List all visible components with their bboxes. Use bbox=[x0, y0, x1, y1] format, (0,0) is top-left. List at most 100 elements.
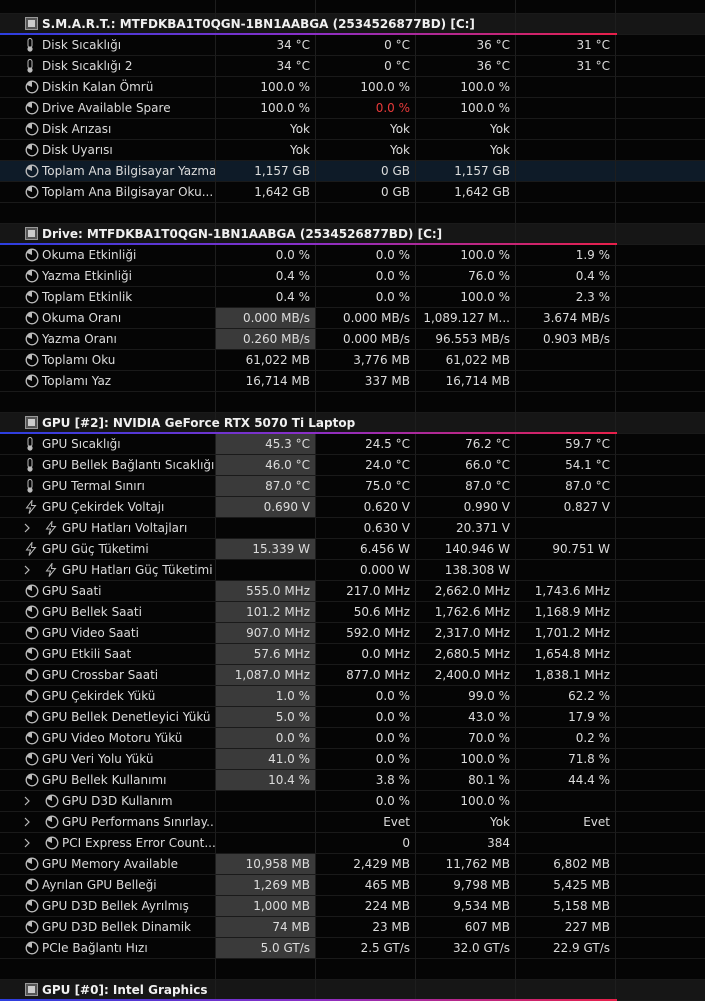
value-cell: 3.674 MB/s bbox=[516, 308, 616, 329]
sensor-name-cell: GPU Hatları Güç Tüketimi bbox=[0, 560, 216, 581]
sensor-icon bbox=[25, 185, 39, 202]
sensor-row[interactable]: GPU Çekirdek Voltajı 0.690 V 0.620 V 0.990 … bbox=[0, 497, 705, 518]
sensor-icon bbox=[25, 773, 39, 790]
sensor-row[interactable]: Disk Uyarısı Yok Yok Yok bbox=[0, 140, 705, 161]
sensor-row[interactable]: GPU Performans Sınırlay... Evet Yok Evet bbox=[0, 812, 705, 833]
sensor-name: Diskin Kalan Ömrü bbox=[42, 80, 154, 94]
sensor-row[interactable]: Disk Sıcaklığı 34 °C 0 °C 36 °C 31 °C bbox=[0, 35, 705, 56]
cell bbox=[216, 0, 316, 14]
sensor-row[interactable]: Ayrılan GPU Belleği 1,269 MB 465 MB 9,798 M… bbox=[0, 875, 705, 896]
header-line bbox=[0, 33, 617, 35]
sensor-row[interactable]: Drive Available Spare 100.0 % 0.0 % 100.0 % bbox=[0, 98, 705, 119]
sensor-icon bbox=[25, 164, 39, 181]
sensor-icon bbox=[25, 59, 35, 76]
expand-chevron[interactable] bbox=[23, 795, 31, 810]
sensor-row[interactable]: GPU Saati 555.0 MHz 217.0 MHz 2,662.0 MHz 1,… bbox=[0, 581, 705, 602]
sensor-row[interactable]: PCIe Bağlantı Hızı 5.0 GT/s 2.5 GT/s 32.0 G… bbox=[0, 938, 705, 959]
value-cell: 31 °C bbox=[516, 56, 616, 77]
sensor-row[interactable]: Toplam Ana Bilgisayar Oku... 1,642 GB 0 GB… bbox=[0, 182, 705, 203]
expand-chevron[interactable] bbox=[23, 522, 31, 537]
expand-chevron[interactable] bbox=[23, 816, 31, 831]
value-cell: 0.000 W bbox=[316, 560, 416, 581]
sensor-row[interactable]: GPU Hatları Voltajları 0.630 V 20.371 V bbox=[0, 518, 705, 539]
sensor-row[interactable]: Diskin Kalan Ömrü 100.0 % 100.0 % 100.0 % bbox=[0, 77, 705, 98]
cell bbox=[616, 224, 705, 245]
sensor-row[interactable]: GPU Çekirdek Yükü 1.0 % 0.0 % 99.0 % 62.2 % bbox=[0, 686, 705, 707]
blank-row bbox=[0, 959, 705, 980]
sensor-row[interactable]: Okuma Oranı 0.000 MB/s 0.000 MB/s 1,089.127… bbox=[0, 308, 705, 329]
sensor-row[interactable]: GPU Sıcaklığı 45.3 °C 24.5 °C 76.2 °C 59.7 °… bbox=[0, 434, 705, 455]
sensor-row[interactable]: GPU Hatları Güç Tüketimi 0.000 W 138.308 W bbox=[0, 560, 705, 581]
value-cell bbox=[216, 518, 316, 539]
cell bbox=[316, 0, 416, 14]
value-cell: 34 °C bbox=[216, 56, 316, 77]
sensor-row[interactable]: GPU Video Motoru Yükü 0.0 % 0.0 % 70.0 % 0.2… bbox=[0, 728, 705, 749]
sensor-row[interactable]: GPU D3D Bellek Ayrılmış 1,000 MB 224 MB 9,5… bbox=[0, 896, 705, 917]
cell bbox=[616, 581, 705, 602]
sensor-row[interactable]: GPU Veri Yolu Yükü 41.0 % 0.0 % 100.0 % 71.8… bbox=[0, 749, 705, 770]
sensor-row[interactable]: GPU Termal Sınırı 87.0 °C 75.0 °C 87.0 °C 87… bbox=[0, 476, 705, 497]
cell bbox=[616, 875, 705, 896]
value-cell: 16,714 MB bbox=[416, 371, 516, 392]
sensor-name: GPU Video Motoru Yükü bbox=[42, 731, 183, 745]
expand-chevron[interactable] bbox=[23, 564, 31, 579]
sensor-row[interactable]: GPU Memory Available 10,958 MB 2,429 MB 11,… bbox=[0, 854, 705, 875]
cell bbox=[616, 413, 705, 434]
sensor-row[interactable]: Yazma Oranı 0.260 MB/s 0.000 MB/s 96.553 MB… bbox=[0, 329, 705, 350]
sensor-name: GPU Bellek Kullanımı bbox=[42, 773, 167, 787]
sensor-row[interactable]: Toplamı Yaz 16,714 MB 337 MB 16,714 MB bbox=[0, 371, 705, 392]
value-cell: 96.553 MB/s bbox=[416, 329, 516, 350]
cell bbox=[616, 287, 705, 308]
sensor-row[interactable]: Okuma Etkinliği 0.0 % 0.0 % 100.0 % 1.9 % bbox=[0, 245, 705, 266]
value-cell: 0.620 V bbox=[316, 497, 416, 518]
sensor-icon bbox=[25, 731, 39, 748]
header-line bbox=[0, 243, 617, 245]
value-cell: 0.0 % bbox=[216, 728, 316, 749]
sensor-name: GPU Bellek Saati bbox=[42, 605, 142, 619]
sensor-name-cell: GPU Saati bbox=[0, 581, 216, 602]
cell bbox=[216, 980, 316, 1001]
value-cell: 0.0 % bbox=[316, 707, 416, 728]
value-cell: 0 °C bbox=[316, 35, 416, 56]
value-cell: 32.0 GT/s bbox=[416, 938, 516, 959]
value-cell: 15.339 W bbox=[216, 539, 316, 560]
expand-chevron[interactable] bbox=[23, 837, 31, 852]
sensor-row[interactable]: Disk Sıcaklığı 2 34 °C 0 °C 36 °C 31 °C bbox=[0, 56, 705, 77]
sensor-row[interactable]: GPU D3D Kullanım 0.0 % 100.0 % bbox=[0, 791, 705, 812]
chip-icon bbox=[25, 983, 38, 999]
sensor-row[interactable]: GPU Bellek Saati 101.2 MHz 50.6 MHz 1,762.6… bbox=[0, 602, 705, 623]
sensor-icon bbox=[45, 519, 57, 538]
value-cell bbox=[216, 812, 316, 833]
cell bbox=[616, 0, 705, 14]
sensor-row[interactable]: GPU D3D Bellek Dinamik 74 MB 23 MB 607 MB 22… bbox=[0, 917, 705, 938]
sensor-row[interactable]: Yazma Etkinliği 0.4 % 0.0 % 76.0 % 0.4 % bbox=[0, 266, 705, 287]
sensor-row[interactable]: GPU Crossbar Saati 1,087.0 MHz 877.0 MHz 2,… bbox=[0, 665, 705, 686]
sensor-row[interactable]: GPU Bellek Bağlantı Sıcaklığı 46.0 °C 24.0… bbox=[0, 455, 705, 476]
value-cell: 34 °C bbox=[216, 35, 316, 56]
sensor-icon bbox=[25, 248, 39, 265]
sensor-row[interactable]: GPU Etkili Saat 57.6 MHz 0.0 MHz 2,680.5 MH… bbox=[0, 644, 705, 665]
sensor-name-cell: Toplam Etkinlik bbox=[0, 287, 216, 308]
sensor-row[interactable]: Toplam Ana Bilgisayar Yazma 1,157 GB 0 GB 1… bbox=[0, 161, 705, 182]
sensor-row[interactable]: GPU Bellek Denetleyici Yükü 5.0 % 0.0 % 43.… bbox=[0, 707, 705, 728]
value-cell: Evet bbox=[316, 812, 416, 833]
value-cell: 11,762 MB bbox=[416, 854, 516, 875]
sensor-row[interactable]: GPU Video Saati 907.0 MHz 592.0 MHz 2,317.0… bbox=[0, 623, 705, 644]
cell bbox=[516, 203, 616, 224]
sensor-row[interactable]: GPU Bellek Kullanımı 10.4 % 3.8 % 80.1 % 44.… bbox=[0, 770, 705, 791]
value-cell: 0.260 MB/s bbox=[216, 329, 316, 350]
sensor-name: GPU Memory Available bbox=[42, 857, 179, 871]
sensor-row[interactable]: Toplamı Oku 61,022 MB 3,776 MB 61,022 MB bbox=[0, 350, 705, 371]
sensor-row[interactable]: Disk Arızası Yok Yok Yok bbox=[0, 119, 705, 140]
value-cell: 1.0 % bbox=[216, 686, 316, 707]
sensor-icon bbox=[25, 710, 39, 727]
sensor-row[interactable]: PCI Express Error Count... 0 384 bbox=[0, 833, 705, 854]
value-cell bbox=[516, 791, 616, 812]
section-header: Drive: MTFDKBA1T0QGN-1BN1AABGA (25345268… bbox=[0, 224, 705, 245]
sensor-row[interactable]: Toplam Etkinlik 0.4 % 0.0 % 100.0 % 2.3 % bbox=[0, 287, 705, 308]
value-cell: 75.0 °C bbox=[316, 476, 416, 497]
sensor-row[interactable]: GPU Güç Tüketimi 15.339 W 6.456 W 140.946 W… bbox=[0, 539, 705, 560]
sensor-name: Toplam Ana Bilgisayar Oku... bbox=[42, 185, 214, 199]
section-header: S.M.A.R.T.: MTFDKBA1T0QGN-1BN1AABGA (253… bbox=[0, 14, 705, 35]
